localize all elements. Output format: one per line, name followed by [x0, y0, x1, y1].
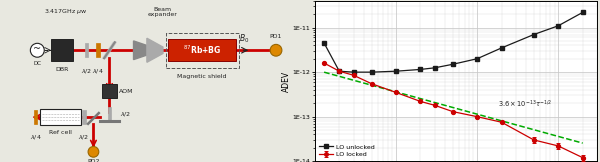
Bar	[97, 43, 100, 57]
LO unlocked	[449, 63, 457, 65]
Text: ~: ~	[33, 44, 41, 54]
LO unlocked	[368, 71, 375, 73]
Text: 3.417GHz $\mu$w: 3.417GHz $\mu$w	[44, 7, 87, 16]
Bar	[34, 110, 37, 124]
Text: $3.6\times10^{-13}\tau^{-1/2}$: $3.6\times10^{-13}\tau^{-1/2}$	[498, 99, 552, 110]
Bar	[166, 33, 239, 68]
LO unlocked	[554, 25, 562, 27]
LO unlocked	[498, 47, 505, 49]
Text: PD1: PD1	[270, 34, 282, 39]
LO unlocked	[350, 71, 357, 73]
Text: $\lambda$/4: $\lambda$/4	[29, 133, 41, 141]
Text: DC: DC	[34, 62, 41, 66]
Polygon shape	[134, 41, 147, 60]
LO unlocked	[431, 67, 439, 69]
LO unlocked	[335, 70, 343, 72]
Text: Magnetic shield: Magnetic shield	[178, 74, 227, 79]
Circle shape	[31, 43, 44, 57]
Text: PD2: PD2	[87, 159, 100, 162]
Line: LO unlocked: LO unlocked	[322, 10, 584, 74]
Text: $\lambda$/2: $\lambda$/2	[79, 133, 90, 141]
LO unlocked	[392, 70, 400, 72]
Polygon shape	[103, 42, 116, 58]
Text: DBR: DBR	[55, 67, 69, 72]
Text: $B_0$: $B_0$	[239, 33, 249, 45]
Bar	[40, 109, 82, 125]
Text: $\lambda$/2: $\lambda$/2	[120, 110, 131, 118]
Text: Beam
expander: Beam expander	[148, 7, 178, 17]
LO unlocked	[473, 58, 481, 60]
Circle shape	[270, 44, 282, 56]
Bar	[51, 39, 73, 62]
Text: AOM: AOM	[119, 89, 133, 94]
Text: $\lambda$/2: $\lambda$/2	[80, 67, 92, 75]
Bar	[108, 107, 111, 121]
Text: Ref cell: Ref cell	[49, 130, 72, 135]
LO unlocked	[530, 34, 538, 35]
Bar	[168, 39, 236, 62]
Bar	[85, 43, 88, 57]
Legend: LO unlocked, LO locked: LO unlocked, LO locked	[318, 143, 376, 158]
LO unlocked	[579, 11, 586, 13]
Polygon shape	[147, 38, 163, 62]
Text: $\lambda$/4: $\lambda$/4	[92, 67, 104, 75]
Text: $^{87}$Rb+BG: $^{87}$Rb+BG	[183, 44, 221, 57]
LO unlocked	[320, 42, 328, 44]
LO unlocked	[417, 69, 424, 70]
Circle shape	[88, 146, 99, 157]
Bar	[102, 84, 117, 98]
Bar	[82, 110, 86, 124]
Y-axis label: ADEV: ADEV	[282, 70, 291, 92]
